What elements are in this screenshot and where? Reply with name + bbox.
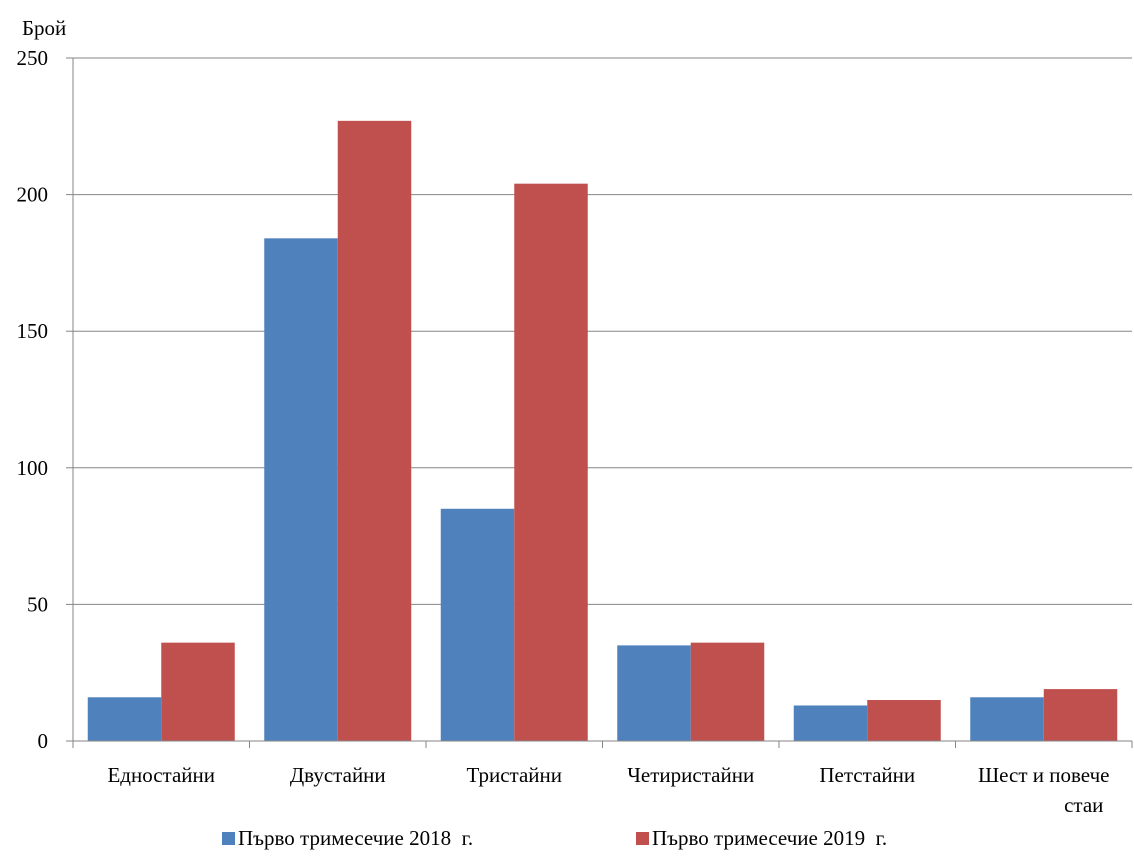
bar (690, 642, 765, 741)
legend-item-2018: Първо тримесечие 2018 г. (222, 826, 473, 851)
y-tick-label: 200 (17, 183, 49, 207)
y-tick-label: 250 (17, 46, 49, 70)
bar (87, 697, 162, 741)
gridlines (73, 57, 1132, 605)
y-tick-label: 150 (17, 319, 49, 343)
y-tick-label: 100 (17, 456, 49, 480)
legend-swatch-2018 (222, 832, 235, 845)
x-category-labels: Едностайни Двустайни Тристайни Четиристайни… (107, 763, 1109, 817)
bar (161, 642, 235, 741)
bar (1043, 689, 1118, 741)
y-axis-title: Брой (22, 16, 66, 40)
y-tick-label: 0 (38, 729, 49, 753)
x-category-label: Петстайни (819, 763, 915, 787)
bar (337, 120, 412, 741)
bar (793, 705, 868, 741)
bar (970, 697, 1044, 741)
bar (514, 183, 588, 741)
bar (617, 645, 691, 741)
x-category-label: Четиристайни (627, 763, 754, 787)
x-category-label: Двустайни (290, 763, 386, 787)
legend-swatch-2019 (636, 832, 649, 845)
y-tick-labels: 0 50 100 150 200 250 (17, 46, 49, 753)
bars (87, 120, 1118, 741)
bar (440, 508, 515, 741)
legend-label-2018: Първо тримесечие 2018 г. (238, 826, 474, 850)
legend-label-2019: Първо тримесечие 2019 г. (652, 826, 888, 850)
x-category-label: Тристайни (466, 763, 562, 787)
x-category-label: Шест и повече стаи (978, 763, 1109, 817)
x-category-label: Едностайни (107, 763, 215, 787)
bar (867, 700, 941, 741)
axes (66, 57, 1133, 748)
bar (264, 238, 338, 741)
legend-item-2019: Първо тримесечие 2019 г. (636, 826, 887, 851)
legend: Първо тримесечие 2018 г. Първо тримесечи… (0, 826, 1134, 854)
y-tick-label: 50 (27, 592, 48, 616)
